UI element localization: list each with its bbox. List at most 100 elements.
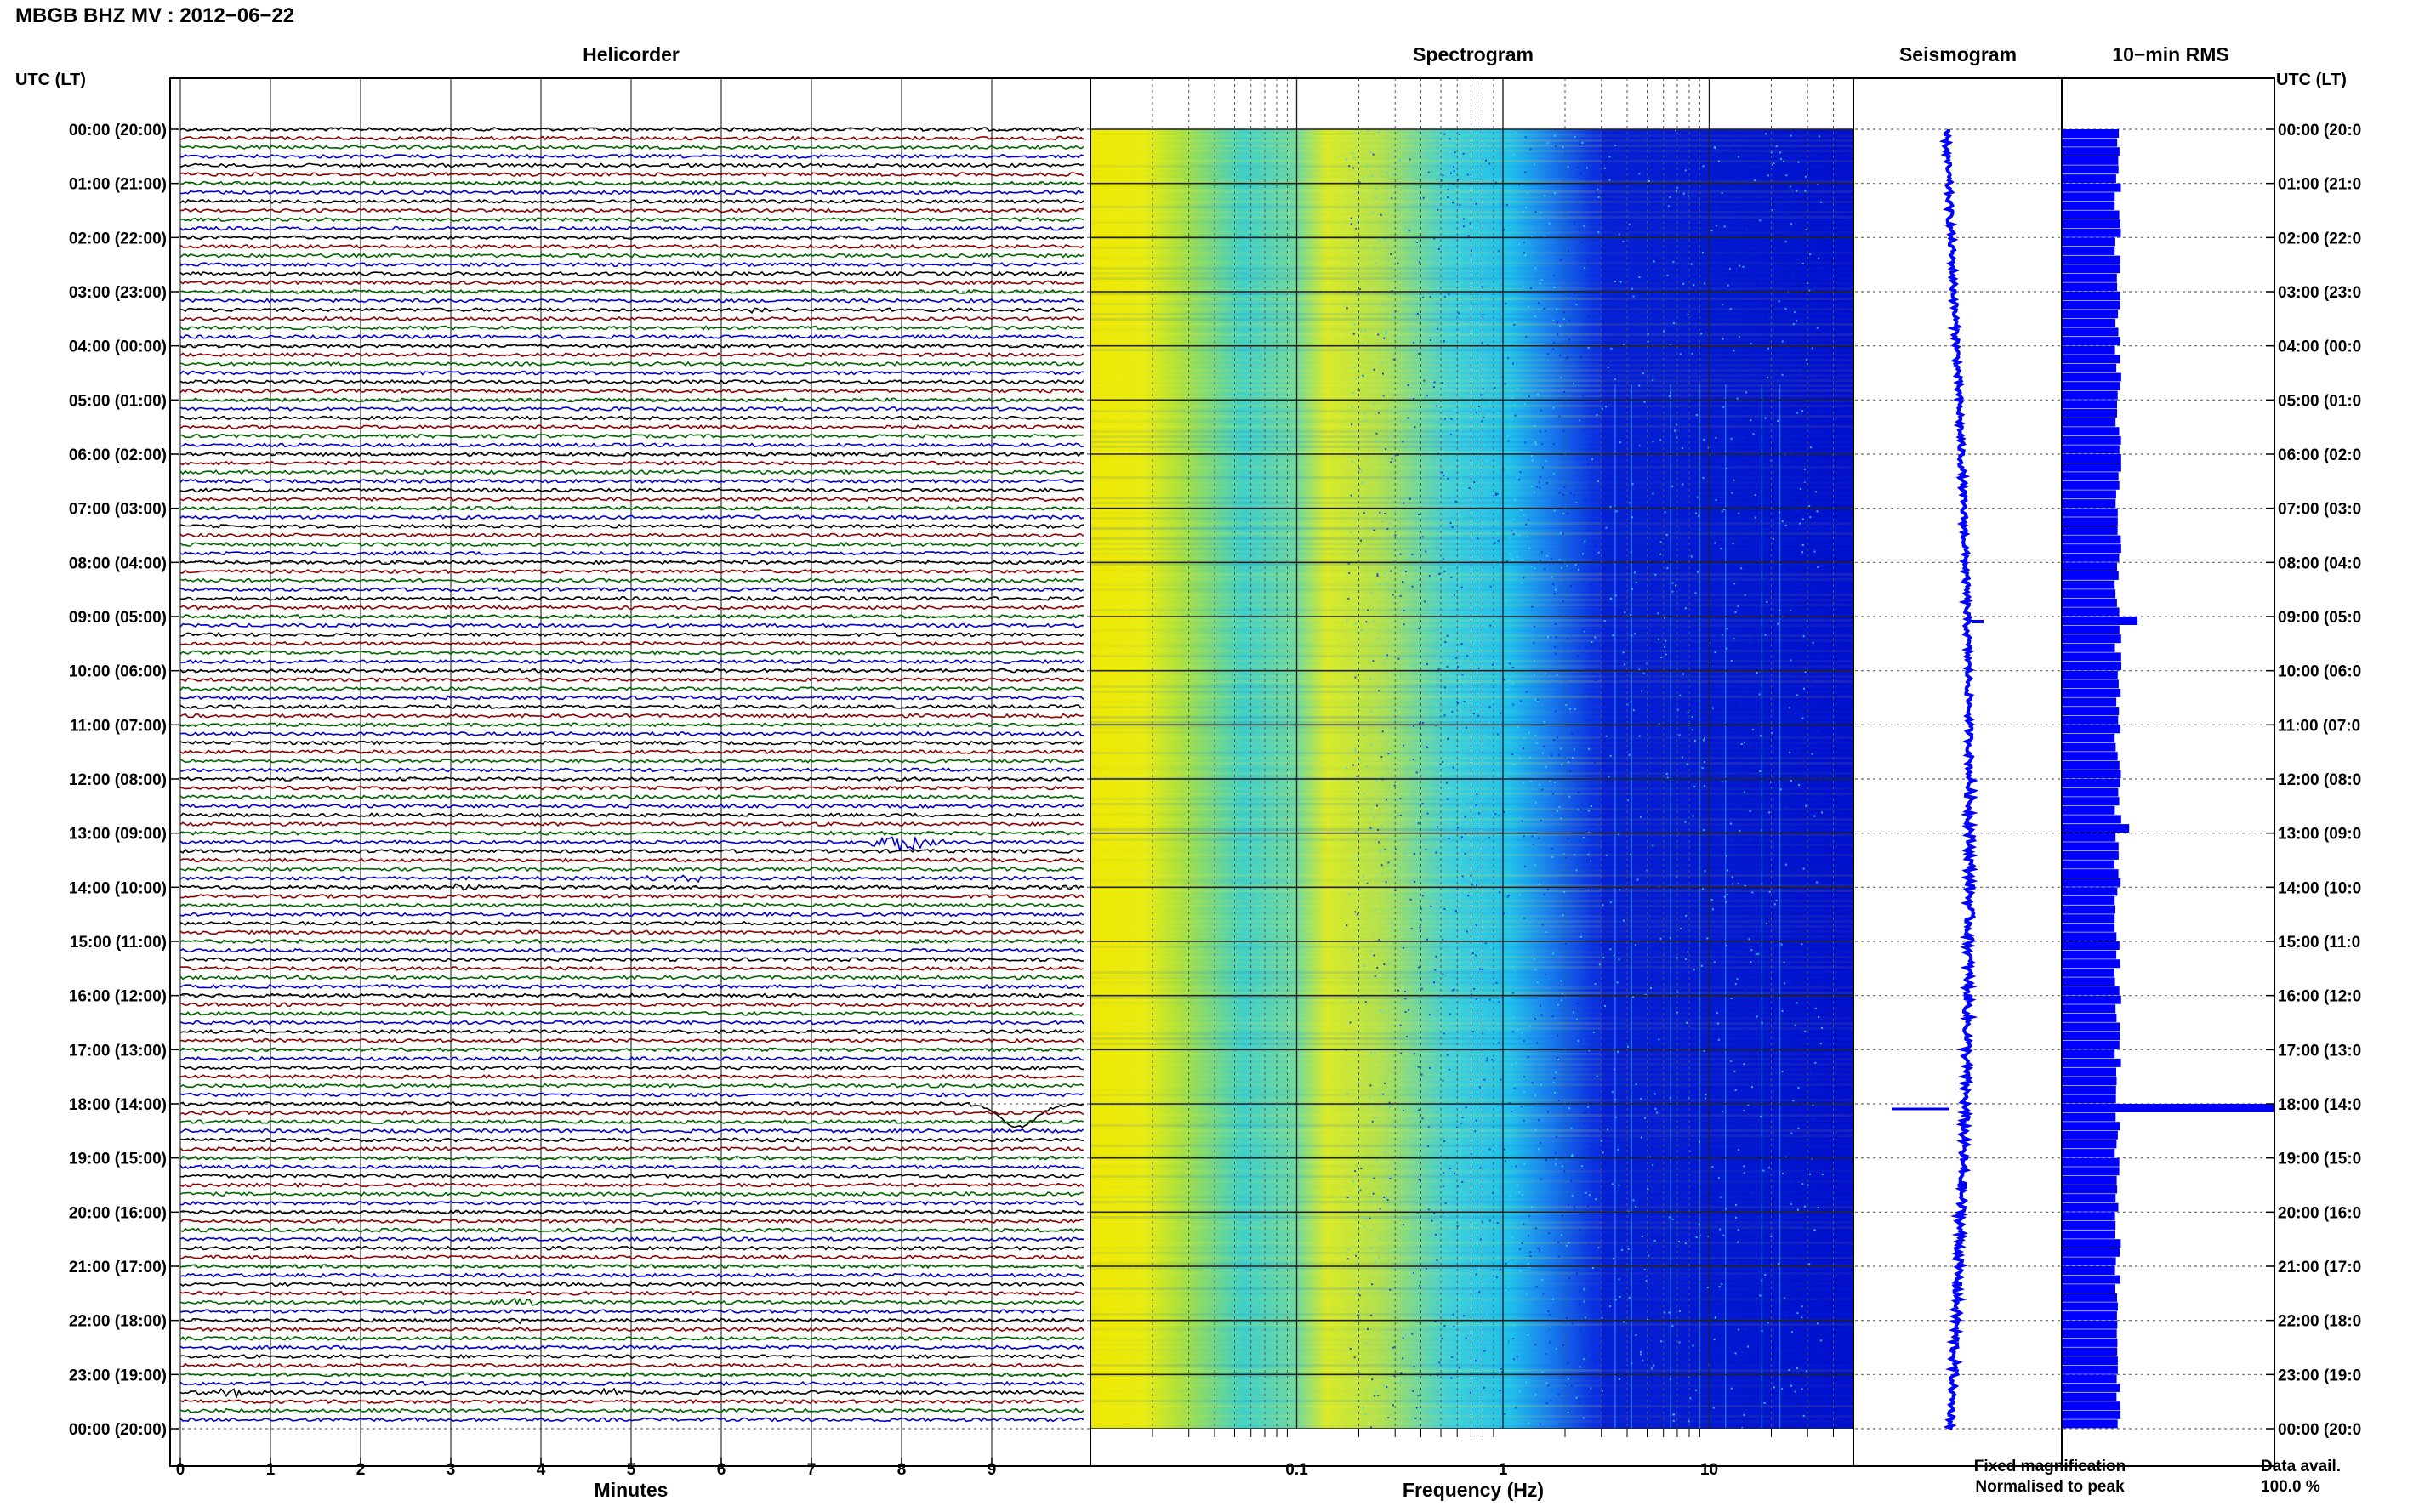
spectrogram-speckle [1738, 336, 1740, 338]
spectrogram-speckle [1654, 785, 1657, 787]
spectrogram-speckle [1684, 169, 1687, 172]
spectrogram-speckle [1722, 1111, 1724, 1113]
spectrogram-speckle [1539, 1249, 1540, 1252]
time-tick-label-left: 11:00 (07:00) [70, 717, 167, 735]
spectrogram-speckle [1722, 304, 1724, 306]
helicorder-trace [179, 433, 1084, 439]
spectrogram-speckle [1350, 531, 1352, 534]
rms-bar [2062, 833, 2116, 842]
spectrogram-speckle [1480, 394, 1483, 396]
spectrogram-speckle [1607, 1151, 1609, 1154]
spectrogram-speckle [1459, 581, 1461, 583]
spectrogram-speckle [1684, 765, 1687, 767]
spectrogram-speckle [1659, 937, 1662, 940]
helicorder-trace [179, 325, 1084, 331]
spectrogram-speckle [1740, 743, 1743, 745]
spectrogram-speckle [1643, 1269, 1646, 1270]
spectrogram-speckle [1434, 1233, 1437, 1236]
spectrogram-speckle [1821, 811, 1823, 814]
spectrogram-speckle [1527, 191, 1529, 194]
spectrogram-speckle [1530, 1206, 1533, 1208]
spectrogram-speckle [1598, 1344, 1601, 1347]
spectrogram-speckle [1381, 730, 1384, 733]
spectrogram-speckle [1443, 1172, 1444, 1174]
spectrogram-speckle [1612, 1249, 1614, 1252]
spectrogram-speckle [1815, 1204, 1818, 1207]
spectrogram-speckle [1623, 622, 1625, 624]
spectrogram-striation [1090, 231, 1853, 234]
spectrogram-speckle [1494, 444, 1496, 446]
spectrogram-speckle [1686, 249, 1688, 252]
spectrogram-speckle [1488, 776, 1491, 777]
spectrogram-speckle [1658, 200, 1660, 202]
spectrogram-speckle [1582, 1417, 1585, 1419]
spectrogram-speckle [1500, 564, 1502, 566]
spectrogram-striation [1090, 1022, 1853, 1025]
helicorder-trace [179, 424, 1084, 430]
spectrogram-striation [1090, 716, 1853, 719]
spectrogram-speckle [1379, 239, 1381, 242]
spectrogram-speckle [1481, 759, 1483, 762]
spectrogram-striation [1090, 1129, 1853, 1132]
spectrogram-speckle [1523, 577, 1525, 579]
spectrogram-speckle [1386, 1386, 1388, 1388]
spectrogram-speckle [1750, 949, 1753, 952]
rms-bar [2062, 156, 2119, 165]
spectrogram-speckle [1458, 578, 1460, 581]
spectrogram-striation [1090, 139, 1853, 142]
spectrogram-speckle [1488, 721, 1490, 724]
time-tick-label-left: 15:00 (11:00) [70, 934, 167, 952]
spectrogram-speckle [1470, 993, 1472, 996]
utc-axis-label-right: UTC (LT) [2276, 71, 2347, 89]
spectrogram-speckle [1379, 850, 1381, 853]
spectrogram-speckle [1743, 1063, 1745, 1065]
helicorder-trace [179, 812, 1084, 818]
spectrogram-speckle [1466, 655, 1469, 657]
spectrogram-speckle [1771, 438, 1773, 441]
helicorder-trace [179, 1380, 1084, 1387]
spectrogram-speckle [1781, 340, 1784, 343]
spectrogram-speckle [1784, 1349, 1786, 1351]
spectrogram-speckle [1756, 671, 1758, 674]
spectrogram-speckle [1420, 846, 1423, 849]
helicorder-trace [179, 835, 1084, 852]
rms-bar [2062, 1202, 2119, 1212]
spectrogram-speckle [1527, 1056, 1529, 1059]
spectrogram-speckle [1443, 714, 1446, 717]
spectrogram-speckle [1476, 793, 1478, 796]
spectrogram-speckle [1513, 323, 1516, 326]
spectrogram-speckle [1568, 1203, 1570, 1206]
spectrogram-speckle [1567, 513, 1569, 515]
helicorder-trace [179, 595, 1084, 601]
spectrogram-speckle [1374, 1053, 1376, 1055]
spectrogram-speckle [1779, 788, 1782, 791]
spectrogram-speckle [1529, 1251, 1532, 1253]
spectrogram-speckle [1584, 1123, 1585, 1124]
spectrogram-speckle [1800, 441, 1802, 444]
spectrogram-speckle [1443, 908, 1446, 910]
spectrogram-speckle [1494, 1042, 1497, 1043]
spectrogram-speckle [1767, 772, 1769, 775]
spectrogram-striation [1090, 971, 1853, 974]
spectrogram-speckle [1678, 1177, 1680, 1179]
spectrogram-speckle [1805, 804, 1807, 807]
spectrogram-speckle [1384, 848, 1386, 850]
spectrogram-speckle [1609, 754, 1612, 757]
spectrogram-speckle [1477, 405, 1480, 407]
spectrogram-speckle [1576, 1018, 1578, 1020]
spectrogram-speckle [1568, 1277, 1571, 1280]
spectrogram-speckle [1459, 203, 1461, 206]
time-tick-label-left: 03:00 (23:00) [69, 284, 167, 302]
spectrogram-speckle [1439, 735, 1442, 736]
spectrogram-speckle [1481, 1202, 1483, 1205]
spectrogram-speckle [1471, 952, 1474, 955]
spectrogram-speckle [1488, 413, 1490, 416]
spectrogram-speckle [1652, 441, 1654, 443]
spectrogram-speckle [1382, 395, 1385, 397]
spectrogram-speckle [1742, 1030, 1745, 1032]
spectrogram-speckle [1481, 968, 1483, 970]
time-tick-label-right: 16:00 (12:0 [2278, 988, 2361, 1006]
spectrogram-speckle [1599, 1094, 1602, 1097]
spectrogram-speckle [1773, 1221, 1776, 1224]
